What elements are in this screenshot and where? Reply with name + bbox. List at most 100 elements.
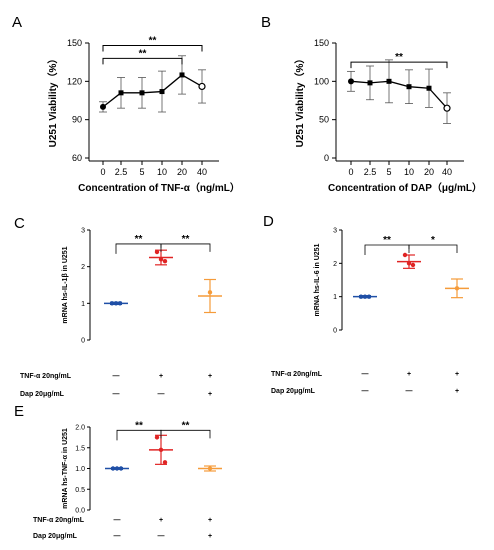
condition-label: TNF-α 20ng/mL <box>20 373 72 380</box>
data-point <box>402 252 408 258</box>
data-point <box>117 301 123 306</box>
y-tick-label: 0.5 <box>75 487 85 494</box>
panel-e: E 0.0 0.5 1.0 1.5 2.0 mRNA hs-TNF-α in U251 ** *… <box>14 403 222 540</box>
y-tick-label: 150 <box>67 38 82 48</box>
y-tick-label: 2 <box>81 264 85 271</box>
y-tick-label: 3 <box>333 228 337 235</box>
condition-value: — <box>114 517 121 524</box>
significance-label: ** <box>182 420 190 431</box>
significance-label: ** <box>383 235 391 246</box>
y-tick-label: 0 <box>324 153 329 163</box>
x-tick-label: 10 <box>404 167 414 177</box>
x-tick-label: 5 <box>386 167 391 177</box>
significance-bracket <box>115 243 162 254</box>
condition-label: Dap 20μg/mL <box>20 391 65 398</box>
significance-label: ** <box>182 234 190 245</box>
significance-bracket <box>364 244 410 255</box>
x-tick-label: 20 <box>424 167 434 177</box>
data-point <box>410 262 416 268</box>
condition-value: + <box>208 391 212 398</box>
y-tick-label: 1 <box>333 294 337 301</box>
condition-label: TNF-α 20ng/mL <box>33 517 85 524</box>
series-line <box>350 80 448 109</box>
data-point <box>198 82 206 91</box>
y-axis-title: U251 Viability（%） <box>293 54 306 148</box>
x-tick-label: 2.5 <box>364 167 377 177</box>
y-tick-label: 2 <box>333 261 337 268</box>
significance-label: ** <box>395 52 403 63</box>
significance-label: ** <box>139 48 147 59</box>
x-tick-label: 40 <box>442 167 452 177</box>
panel-c: C 0 1 2 3 mRNA hs-IL-1β in U251 ** ** TNF-α 20ng… <box>14 215 222 398</box>
data-point <box>358 294 364 299</box>
y-tick-label: 1.0 <box>75 466 85 473</box>
data-point <box>158 447 164 453</box>
y-axis-title: mRNA hs-IL-1β in U251 <box>62 246 69 323</box>
y-axis-title: mRNA hs-IL-6 in U251 <box>314 243 321 316</box>
data-point <box>139 90 145 96</box>
data-point <box>207 290 213 295</box>
y-tick-label: 60 <box>72 153 82 163</box>
x-axis-title: Concentration of TNF-α（ng/mL） <box>78 181 240 194</box>
data-point <box>110 466 116 471</box>
data-point <box>113 301 119 306</box>
condition-label: TNF-α 20ng/mL <box>271 371 323 378</box>
panel-letter: A <box>12 14 22 31</box>
data-point <box>443 104 451 112</box>
condition-value: + <box>159 517 163 524</box>
data-point <box>386 78 392 84</box>
panel-letter: E <box>14 403 24 420</box>
x-tick-label: 5 <box>139 167 144 177</box>
data-point <box>406 84 412 90</box>
data-point <box>154 249 160 255</box>
data-point <box>159 89 165 95</box>
data-point <box>426 85 432 91</box>
data-point <box>348 78 354 85</box>
condition-value: — <box>158 391 165 398</box>
y-tick-label: 0.0 <box>75 508 85 515</box>
y-tick-label: 100 <box>314 76 329 86</box>
data-point <box>162 460 168 465</box>
data-point <box>114 466 120 471</box>
panel-letter: C <box>14 215 25 232</box>
y-tick-label: 1.5 <box>75 445 85 452</box>
data-point <box>154 435 160 440</box>
condition-value: — <box>158 533 165 540</box>
data-point <box>406 261 412 266</box>
condition-value: + <box>159 373 163 380</box>
y-axis-title: mRNA hs-TNF-α in U251 <box>62 428 69 509</box>
significance-label: ** <box>135 234 143 245</box>
significance-label: ** <box>135 420 143 431</box>
data-point <box>367 80 373 86</box>
data-point <box>362 294 368 299</box>
condition-value: — <box>113 373 120 380</box>
significance-label: * <box>431 235 435 246</box>
significance-label: ** <box>149 36 157 47</box>
condition-value: + <box>455 388 459 395</box>
x-tick-label: 0 <box>100 167 105 177</box>
data-point <box>100 103 106 110</box>
significance-bracket <box>116 429 162 441</box>
data-point <box>366 294 372 299</box>
significance-bracket <box>102 45 203 52</box>
data-point <box>118 90 124 96</box>
y-tick-label: 150 <box>314 38 329 48</box>
condition-value: + <box>208 517 212 524</box>
significance-bracket <box>160 429 211 439</box>
data-point <box>179 72 185 78</box>
condition-value: — <box>114 533 121 540</box>
x-tick-label: 2.5 <box>115 167 128 177</box>
data-point <box>207 466 213 471</box>
data-point <box>162 258 168 264</box>
x-tick-label: 0 <box>348 167 353 177</box>
y-tick-label: 0 <box>81 338 85 345</box>
significance-bracket <box>160 243 211 252</box>
y-axis-title: U251 Viability（%） <box>46 54 59 148</box>
condition-value: + <box>407 371 411 378</box>
condition-label: Dap 20μg/mL <box>271 388 316 395</box>
condition-label: Dap 20μg/mL <box>33 533 78 540</box>
x-tick-label: 20 <box>177 167 187 177</box>
condition-value: + <box>208 533 212 540</box>
